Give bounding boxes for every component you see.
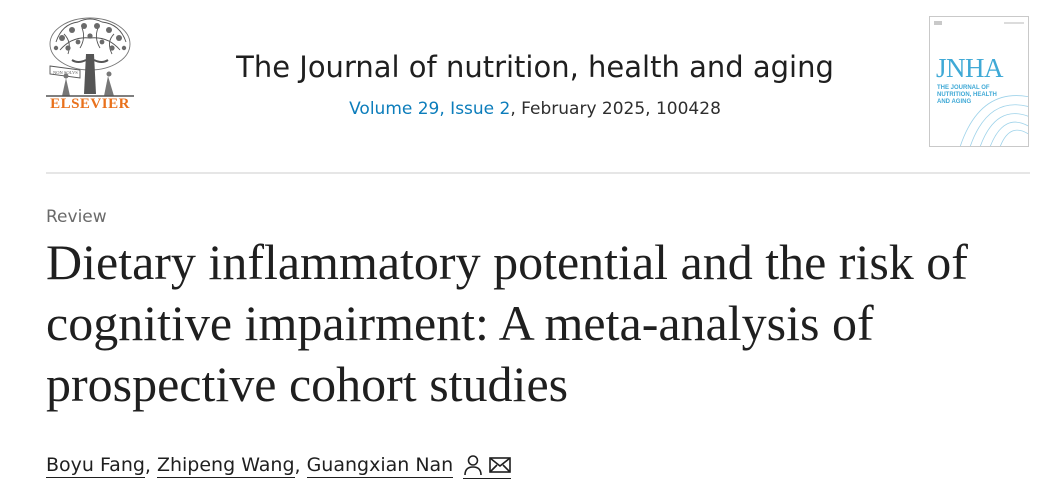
journal-cover-thumbnail[interactable]: JNHA THE JOURNAL OF NUTRITION, HEALTH AN… <box>929 16 1029 147</box>
article-type-label: Review <box>46 207 107 227</box>
author-link[interactable]: Zhipeng Wang <box>156 454 295 478</box>
person-icon <box>464 455 483 476</box>
publisher-name[interactable]: ELSEVIER <box>50 96 130 112</box>
cover-subtitle: THE JOURNAL OF NUTRITION, HEALTH AND AGI… <box>937 85 997 105</box>
author-separator: , <box>294 455 301 477</box>
author-list: Boyu Fang, Zhipeng Wang, Guangxian Nan <box>46 453 512 479</box>
cover-logo-text: JNHA <box>936 53 1004 83</box>
journal-title[interactable]: The Journal of nutrition, health and agi… <box>236 50 834 84</box>
author-link[interactable]: Guangxian Nan <box>306 454 454 478</box>
author-link[interactable]: Boyu Fang <box>46 454 145 478</box>
article-title: Dietary inflammatory potential and the r… <box>46 234 968 412</box>
envelope-icon <box>489 457 512 473</box>
corresponding-author-icons[interactable] <box>463 453 512 479</box>
issue-details: , February 2025, 100428 <box>510 99 721 119</box>
author-separator: , <box>144 455 151 477</box>
elsevier-logo-icon[interactable]: NON SOLVS <box>42 14 138 116</box>
cover-header-strip-icon <box>934 21 1024 25</box>
header-divider <box>46 172 1030 174</box>
issue-line: Volume 29, Issue 2, February 2025, 10042… <box>180 99 890 119</box>
cover-swirl-graphic-icon <box>959 95 1028 146</box>
journal-header: NON SOLVS ELSEVIER The Journal of nutrit… <box>0 0 1058 172</box>
volume-issue-link[interactable]: Volume 29, Issue 2 <box>349 99 511 119</box>
svg-text:NON SOLVS: NON SOLVS <box>53 70 78 75</box>
